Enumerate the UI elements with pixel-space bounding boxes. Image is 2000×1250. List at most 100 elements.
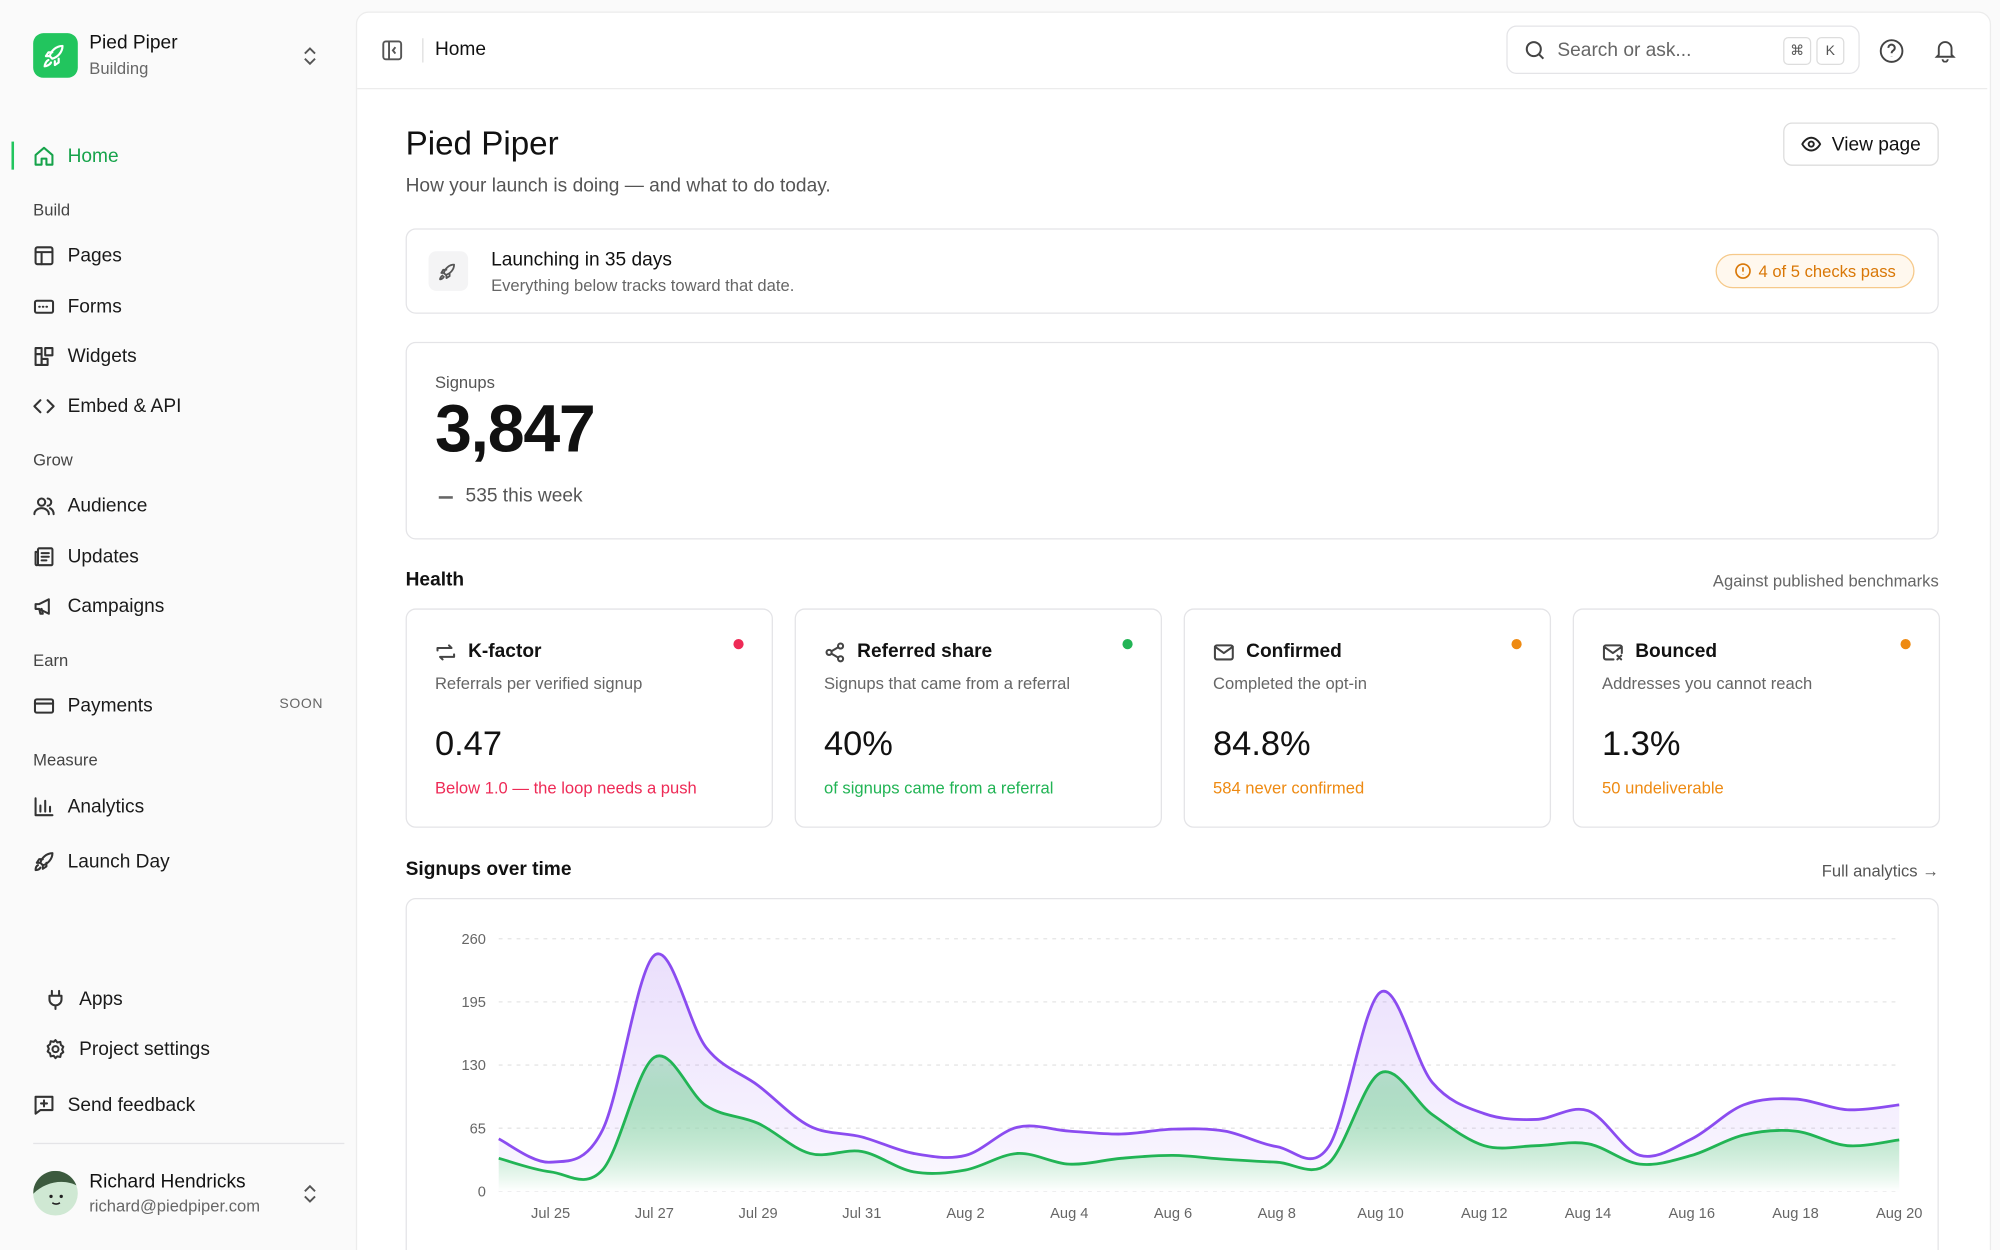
x-tick-label: Aug 18 — [1772, 1206, 1818, 1222]
card-detail: of signups came from a referral — [823, 778, 1054, 798]
nav-item[interactable]: Pages — [33, 242, 122, 268]
separator — [422, 38, 424, 63]
sidebar-toggle[interactable] — [381, 40, 403, 62]
launch-card: Launching in 35 days Everything below tr… — [405, 228, 1939, 314]
nav-item[interactable]: Apps — [45, 986, 123, 1012]
card-detail: 584 never confirmed — [1213, 778, 1365, 798]
nav-item[interactable]: Updates — [33, 543, 139, 569]
search-box[interactable]: Search or ask... ⌘ K — [1506, 25, 1860, 74]
x-tick-label: Aug 6 — [1154, 1206, 1192, 1222]
nav-label: Send feedback — [67, 1093, 196, 1116]
x-tick-label: Jul 27 — [635, 1206, 674, 1222]
health-card: Confirmed Completed the opt-in 84.8% 584… — [1183, 608, 1552, 828]
nav-item[interactable]: Launch Day — [33, 848, 170, 874]
card-value: 84.8% — [1213, 724, 1311, 763]
card-title: K-factor — [468, 640, 542, 662]
notifications-button[interactable] — [1932, 37, 1958, 63]
nav-item[interactable]: Campaigns — [33, 593, 164, 619]
nav-label: Campaigns — [67, 595, 165, 617]
x-tick-label: Aug 16 — [1669, 1206, 1715, 1222]
card-value: 1.3% — [1602, 724, 1681, 763]
series-area — [498, 953, 1900, 1192]
launch-icon — [428, 251, 469, 291]
nav-label: Widgets — [67, 345, 137, 367]
status-dot — [1900, 639, 1911, 650]
user-name: Richard Hendricks — [89, 1170, 246, 1193]
nav-label: Embed & API — [67, 394, 182, 417]
y-tick-label: 0 — [478, 1184, 486, 1200]
y-tick-label: 260 — [462, 932, 486, 948]
nav-label: Forms — [67, 295, 122, 317]
status-dot — [733, 639, 744, 650]
section-title: Measure — [33, 749, 98, 770]
nav-item[interactable]: Audience — [33, 492, 147, 518]
shortcut-key: K — [1816, 36, 1845, 66]
card-subtitle: Referrals per verified signup — [434, 673, 643, 693]
nav-item[interactable]: Send feedback — [33, 1092, 195, 1118]
y-tick-label: 130 — [462, 1058, 486, 1074]
active-indicator — [11, 141, 15, 170]
card-value: 40% — [823, 724, 893, 763]
x-tick-label: Aug 10 — [1357, 1206, 1403, 1222]
signups-delta: 535 this week — [465, 484, 583, 507]
nav-label: Home — [67, 144, 119, 167]
shortcut-key: ⌘ — [1783, 36, 1812, 66]
y-tick-label: 195 — [462, 995, 486, 1011]
page-subtitle: How your launch is doing — and what to d… — [405, 174, 831, 197]
checks-badge[interactable]: 4 of 5 checks pass — [1715, 253, 1915, 289]
x-tick-label: Aug 14 — [1565, 1206, 1611, 1222]
nav-label: Analytics — [67, 795, 145, 817]
badge-label: 4 of 5 checks pass — [1758, 261, 1896, 281]
launch-subtitle: Everything below tracks toward that date… — [491, 275, 795, 295]
nav-label: Payments — [67, 694, 153, 717]
chart-card: 0 65 130 195 260 Jul 25 Jul 27 Jul 29 Jul 31 Aug … — [405, 897, 1939, 1250]
trend-flat — [438, 496, 453, 499]
section-note: Against published benchmarks — [1712, 571, 1939, 591]
launch-title: Launching in 35 days — [491, 248, 672, 271]
card-subtitle: Addresses you cannot reach — [1602, 673, 1813, 693]
search-placeholder: Search or ask... — [1557, 39, 1692, 62]
nav-item[interactable]: Project settings — [45, 1036, 210, 1062]
card-subtitle: Completed the opt-in — [1213, 673, 1367, 693]
workspace-status: Building — [89, 58, 149, 78]
full-analytics-link[interactable]: Full analytics → — [1821, 860, 1939, 881]
page-title: Pied Piper — [405, 123, 559, 162]
nav-item[interactable]: Forms — [33, 293, 122, 319]
health-card: Bounced Addresses you cannot reach 1.3% … — [1572, 608, 1941, 828]
nav-home[interactable]: Home — [33, 143, 119, 169]
nav-item[interactable]: Analytics — [33, 793, 144, 819]
button-label: View page — [1831, 133, 1921, 155]
card-detail: 50 undeliverable — [1602, 778, 1724, 798]
card-title: Bounced — [1635, 640, 1718, 662]
workspace-name: Pied Piper — [89, 31, 178, 54]
signups-card: Signups 3,847 535 this week — [405, 341, 1939, 540]
divider — [33, 1142, 345, 1145]
x-tick-label: Jul 29 — [739, 1206, 778, 1222]
signups-label: Signups — [434, 372, 495, 392]
section-title: Build — [33, 200, 71, 220]
nav-label: Pages — [67, 244, 122, 266]
health-card: Referred share Signups that came from a … — [794, 608, 1162, 828]
nav-item[interactable]: Payments — [33, 693, 153, 719]
view-page-button[interactable]: View page — [1783, 122, 1939, 166]
x-tick-label: Aug 2 — [946, 1206, 984, 1222]
user-menu[interactable] — [301, 1182, 319, 1205]
section-title: Signups over time — [405, 858, 572, 881]
section-title: Grow — [33, 450, 73, 470]
health-card: K-factor Referrals per verified signup 0… — [405, 608, 773, 828]
x-tick-label: Aug 12 — [1461, 1206, 1507, 1222]
help-button[interactable] — [1879, 38, 1905, 64]
status-dot — [1511, 639, 1522, 650]
nav-label: Apps — [79, 987, 123, 1010]
workspace-switch[interactable] — [301, 45, 319, 68]
nav-label: Audience — [67, 494, 148, 516]
workspace-logo — [33, 33, 78, 78]
y-tick-label: 65 — [470, 1121, 486, 1137]
nav-label: Launch Day — [67, 850, 170, 872]
card-title: Referred share — [857, 640, 993, 662]
nav-item[interactable]: Widgets — [33, 343, 137, 369]
card-subtitle: Signups that came from a referral — [823, 673, 1071, 693]
series-area — [498, 1055, 1900, 1192]
x-tick-label: Aug 8 — [1258, 1206, 1296, 1222]
nav-item[interactable]: Embed & API — [33, 393, 181, 419]
